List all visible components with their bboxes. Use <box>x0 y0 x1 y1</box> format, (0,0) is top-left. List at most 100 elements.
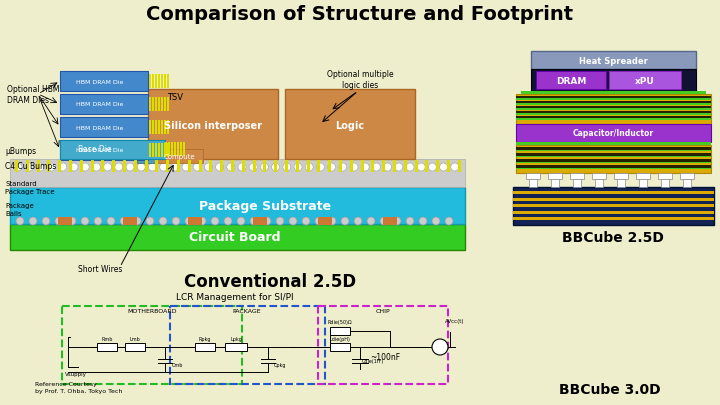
Circle shape <box>315 217 323 226</box>
Circle shape <box>42 217 50 226</box>
Text: Optional HBM
DRAM Dies: Optional HBM DRAM Dies <box>7 84 60 105</box>
Text: HBM DRAM Die: HBM DRAM Die <box>76 79 124 84</box>
Circle shape <box>350 164 358 172</box>
Text: HBM DRAM Die: HBM DRAM Die <box>76 102 124 107</box>
Bar <box>134 161 137 173</box>
Circle shape <box>138 164 145 172</box>
Bar <box>48 161 50 173</box>
Circle shape <box>354 217 362 226</box>
Text: Rmb: Rmb <box>102 337 113 342</box>
Bar <box>164 121 166 135</box>
Text: Package Substrate: Package Substrate <box>199 200 331 213</box>
Text: Package
Balls: Package Balls <box>5 202 34 216</box>
Circle shape <box>339 164 347 172</box>
Bar <box>188 217 202 226</box>
Circle shape <box>249 164 257 172</box>
Text: Reference Courtesy
by Prof. T. Ohba, Tokyo Tech: Reference Courtesy by Prof. T. Ohba, Tok… <box>35 381 122 393</box>
Bar <box>58 161 61 173</box>
Text: Base Die: Base Die <box>78 145 112 154</box>
Circle shape <box>328 217 336 226</box>
Circle shape <box>104 164 112 172</box>
Bar <box>167 121 169 135</box>
Circle shape <box>14 164 22 172</box>
Circle shape <box>159 217 167 226</box>
Circle shape <box>271 164 279 172</box>
Bar <box>516 114 711 115</box>
Circle shape <box>215 164 224 172</box>
Bar <box>158 144 160 158</box>
Bar <box>516 95 711 125</box>
Bar <box>513 188 714 226</box>
Text: AVcc(t): AVcc(t) <box>445 319 464 324</box>
Bar <box>170 306 325 384</box>
Bar <box>595 179 603 188</box>
Bar <box>231 161 234 173</box>
Bar <box>58 217 72 226</box>
Bar <box>183 143 185 157</box>
Circle shape <box>107 217 115 226</box>
Text: Vsupply: Vsupply <box>65 371 87 377</box>
Bar <box>60 141 148 161</box>
Bar <box>152 144 154 158</box>
Circle shape <box>224 217 232 226</box>
Text: Lmb: Lmb <box>130 337 140 342</box>
Bar <box>168 143 170 157</box>
Bar <box>548 174 562 179</box>
Bar <box>447 161 450 173</box>
Bar <box>516 102 711 104</box>
Text: Logic: Logic <box>336 121 364 131</box>
Bar <box>318 306 448 384</box>
Text: Capacitor/Inductor: Capacitor/Inductor <box>572 129 654 138</box>
Bar <box>26 161 29 173</box>
Bar <box>529 179 537 188</box>
Circle shape <box>114 164 123 172</box>
Bar <box>339 161 342 173</box>
Text: Comparison of Structure and Footprint: Comparison of Structure and Footprint <box>146 4 574 23</box>
Bar <box>513 217 714 220</box>
Bar <box>516 160 711 162</box>
Bar <box>80 161 83 173</box>
Bar <box>155 75 157 89</box>
Bar <box>393 161 396 173</box>
Bar <box>513 205 714 207</box>
Bar <box>551 179 559 188</box>
Bar <box>91 161 94 173</box>
Bar <box>180 143 182 157</box>
Circle shape <box>81 164 89 172</box>
Circle shape <box>185 217 193 226</box>
Text: Lpkg: Lpkg <box>230 337 242 342</box>
Bar <box>145 161 148 173</box>
Bar <box>171 143 173 157</box>
Bar <box>125 343 145 351</box>
Text: Short Wires: Short Wires <box>78 265 122 274</box>
Bar <box>177 161 180 173</box>
Bar <box>516 112 711 114</box>
Bar <box>526 174 540 179</box>
Circle shape <box>341 217 349 226</box>
Text: HBM DRAM Die: HBM DRAM Die <box>76 125 124 130</box>
Bar <box>516 109 711 110</box>
Bar <box>164 98 166 112</box>
Circle shape <box>305 164 313 172</box>
Bar <box>155 121 157 135</box>
Text: TSV: TSV <box>167 92 183 101</box>
Bar <box>164 144 166 158</box>
Bar <box>210 161 212 173</box>
Text: Cdie(1fF): Cdie(1fF) <box>362 358 384 364</box>
Text: ~100nF: ~100nF <box>370 353 400 362</box>
Text: Rdie(50)Ω: Rdie(50)Ω <box>328 320 352 325</box>
Bar <box>242 161 245 173</box>
Circle shape <box>316 164 325 172</box>
Text: Compute: Compute <box>163 153 195 160</box>
Bar <box>516 107 711 109</box>
Circle shape <box>94 217 102 226</box>
Bar <box>521 92 706 95</box>
Bar <box>436 161 439 173</box>
Text: Conventional 2.5D: Conventional 2.5D <box>184 272 356 290</box>
Bar <box>592 174 606 179</box>
Bar <box>161 75 163 89</box>
Bar <box>152 98 154 112</box>
Bar <box>161 98 163 112</box>
Text: xPU: xPU <box>635 76 655 85</box>
Bar <box>195 343 215 351</box>
